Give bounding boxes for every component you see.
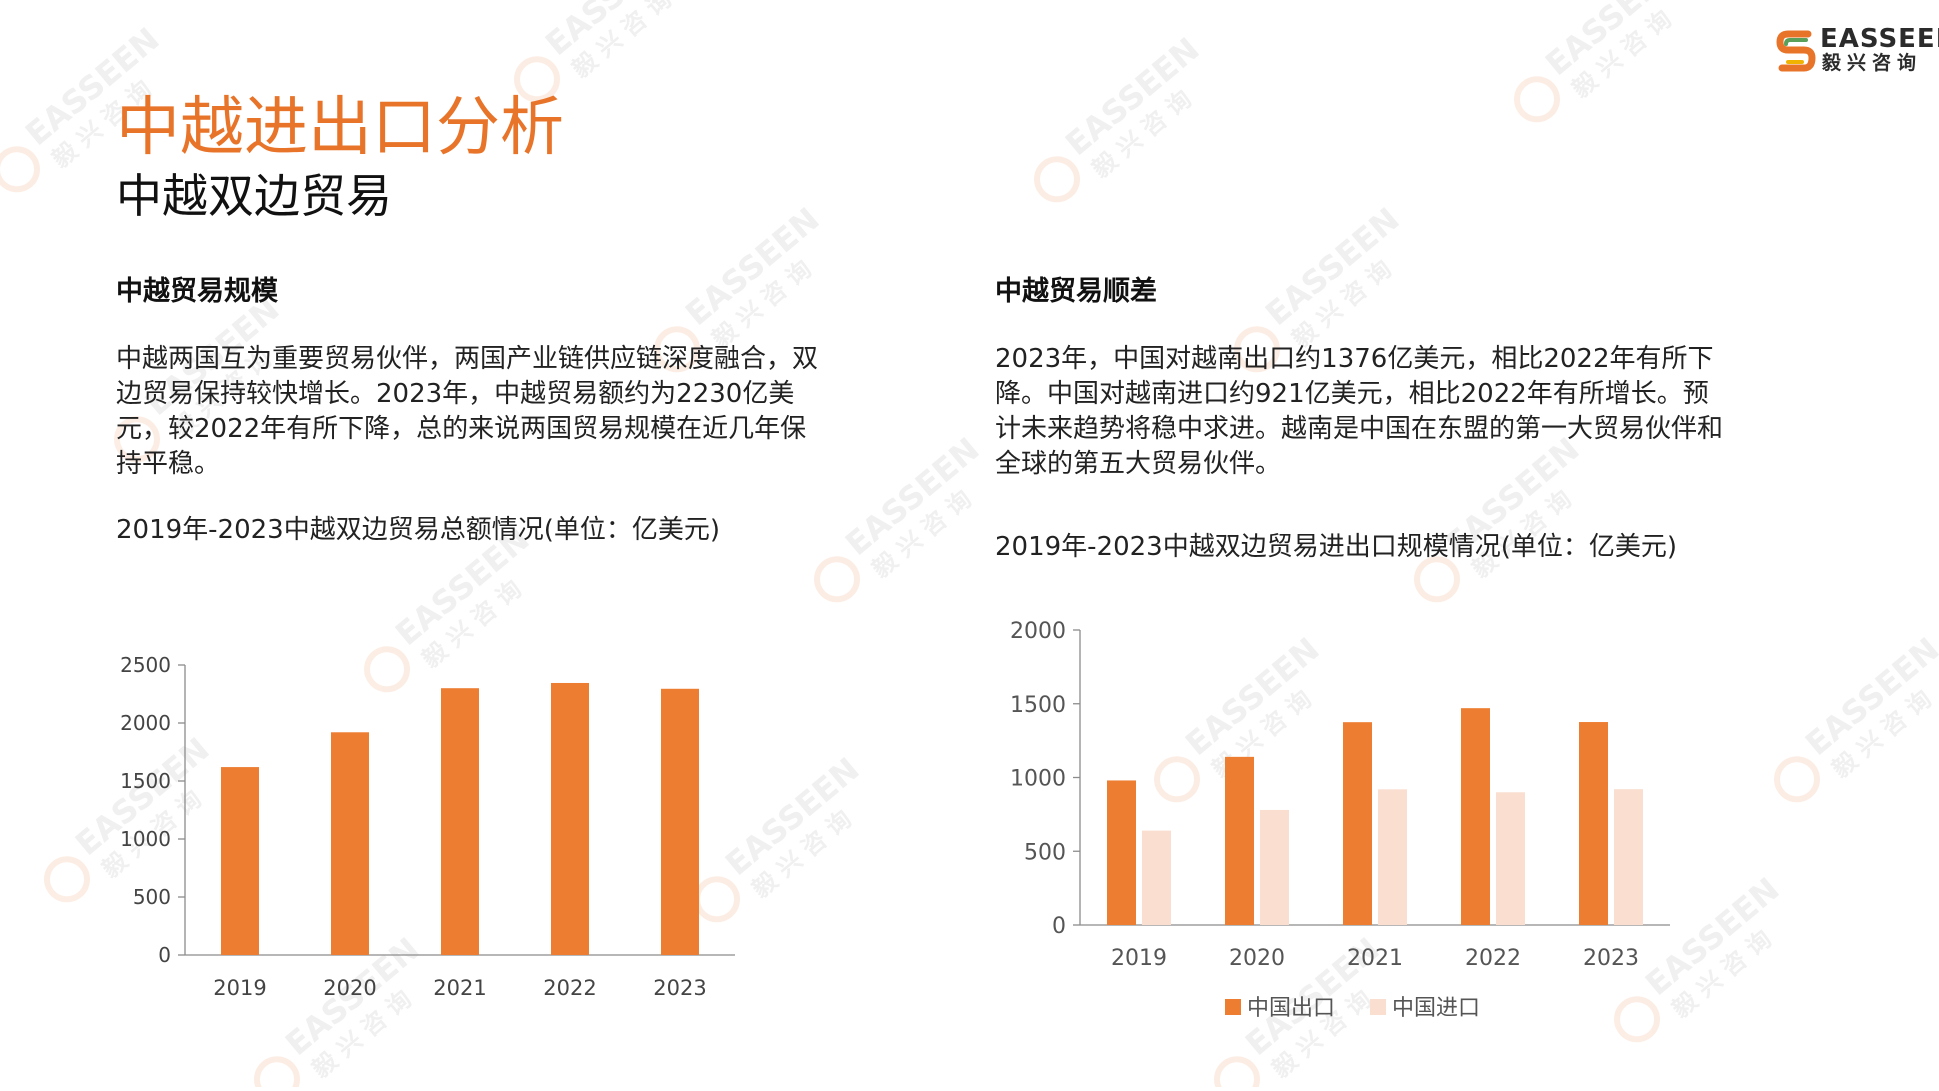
page-subtitle: 中越双边贸易: [116, 169, 392, 223]
y-tick-label: 1000: [120, 827, 171, 851]
x-tick-label: 2019: [1111, 946, 1167, 971]
x-tick-label: 2022: [1465, 946, 1521, 971]
x-tick-label: 2019: [213, 976, 266, 1000]
legend-label: 中国进口: [1392, 996, 1480, 1021]
watermark-text: EASSEEN: [1058, 30, 1206, 163]
bar-export: [1225, 756, 1254, 925]
x-tick-label: 2021: [1347, 946, 1403, 971]
bar-export: [1461, 708, 1490, 925]
brand-logo: EASSEEN 毅兴咨询: [1776, 24, 1939, 76]
chart-total-trade: 0 500 1000 1500 2000 2500 2019 2020 2021 2022 2023: [120, 653, 735, 1000]
logo-s-icon: [1776, 30, 1816, 72]
watermark-text-cn: 毅兴咨询: [566, 0, 683, 84]
left-chart-caption: 2019年-2023中越双边贸易总额情况(单位：亿美元): [116, 515, 721, 545]
legend-swatch: [1225, 999, 1241, 1015]
y-tick-label: 2000: [120, 711, 171, 735]
chart-ie-plot: 0 500 1000 1500 2000 2019 2020 2021 2022 2023 中国出口…: [1010, 619, 1670, 1021]
bar-export: [1579, 722, 1608, 925]
watermark-text-cn: 毅兴咨询: [1286, 250, 1403, 354]
watermark-text-cn: 毅兴咨询: [1566, 0, 1683, 104]
x-tick-label: 2020: [323, 976, 376, 1000]
watermark-text: EASSEEN: [1538, 0, 1686, 83]
bar: [551, 682, 589, 955]
x-tick-label: 2020: [1229, 946, 1285, 971]
watermark-text-cn: 毅兴咨询: [866, 480, 983, 584]
bar-import: [1614, 789, 1643, 925]
bar-import: [1496, 792, 1525, 925]
y-tick-label: 1000: [1010, 767, 1066, 792]
right-heading: 中越贸易顺差: [995, 276, 1157, 307]
bar: [331, 732, 369, 955]
bar-import: [1260, 809, 1289, 925]
bar-import: [1142, 830, 1171, 925]
watermark-logo-icon: [254, 1056, 301, 1091]
right-paragraph: 2023年，中国对越南出口约1376亿美元，相比2022年有所下降。中国对越南进…: [995, 344, 1724, 479]
left-heading: 中越贸易规模: [116, 276, 278, 307]
bar-export: [1107, 780, 1136, 925]
x-tick-label: 2021: [433, 976, 486, 1000]
bar: [661, 688, 699, 955]
y-tick-label: 500: [133, 885, 171, 909]
logo-text-cn: 毅兴咨询: [1822, 52, 1923, 74]
watermark-text: EASSEEN: [838, 430, 986, 563]
watermark-logo-icon: [0, 146, 41, 193]
bar: [221, 767, 259, 955]
y-tick-label: 1500: [120, 769, 171, 793]
watermark-text: EASSEEN: [538, 0, 686, 63]
legend-label: 中国出口: [1247, 996, 1335, 1021]
x-tick-label: 2023: [1583, 946, 1639, 971]
y-tick-label: 2500: [120, 653, 171, 677]
watermark-logo-icon: [44, 856, 91, 903]
y-tick-label: 500: [1024, 840, 1066, 865]
left-paragraph: 中越两国互为重要贸易伙伴，两国产业链供应链深度融合，双边贸易保持较快增长。202…: [116, 344, 819, 479]
watermark-logo-icon: [1774, 756, 1821, 803]
y-tick-label: 0: [1052, 914, 1066, 939]
y-tick-label: 0: [158, 943, 171, 967]
x-tick-label: 2022: [543, 976, 596, 1000]
bar: [441, 688, 479, 955]
watermark-text-cn: 毅兴咨询: [706, 250, 823, 354]
watermark-text: EASSEEN: [1258, 200, 1406, 333]
chart-total-plot: 0 500 1000 1500 2000 2500 2019 2020 2021 2022 2023: [120, 653, 735, 1000]
watermark-logo-icon: [1034, 156, 1081, 203]
page-title: 中越进出口分析: [116, 91, 564, 165]
x-tick-label: 2023: [653, 976, 706, 1000]
watermark-logo-icon: [1514, 76, 1561, 123]
watermark-text-cn: 毅兴咨询: [1086, 80, 1203, 184]
watermark-text: EASSEEN: [678, 200, 826, 333]
watermark-text-cn: 毅兴咨询: [1826, 680, 1939, 784]
bar-export: [1343, 722, 1372, 925]
watermark-logo-icon: [1214, 1056, 1261, 1091]
bar-import: [1378, 789, 1407, 925]
watermark-text: EASSEEN: [1798, 630, 1939, 763]
logo-text-en: EASSEEN: [1820, 24, 1939, 54]
y-tick-label: 2000: [1010, 619, 1066, 644]
right-chart-caption: 2019年-2023中越双边贸易进出口规模情况(单位：亿美元): [995, 532, 1678, 562]
chart-import-export: 0 500 1000 1500 2000 2019 2020 2021 2022 2023 中国出口…: [1010, 619, 1670, 1021]
legend-swatch: [1370, 999, 1386, 1015]
y-tick-label: 1500: [1010, 693, 1066, 718]
